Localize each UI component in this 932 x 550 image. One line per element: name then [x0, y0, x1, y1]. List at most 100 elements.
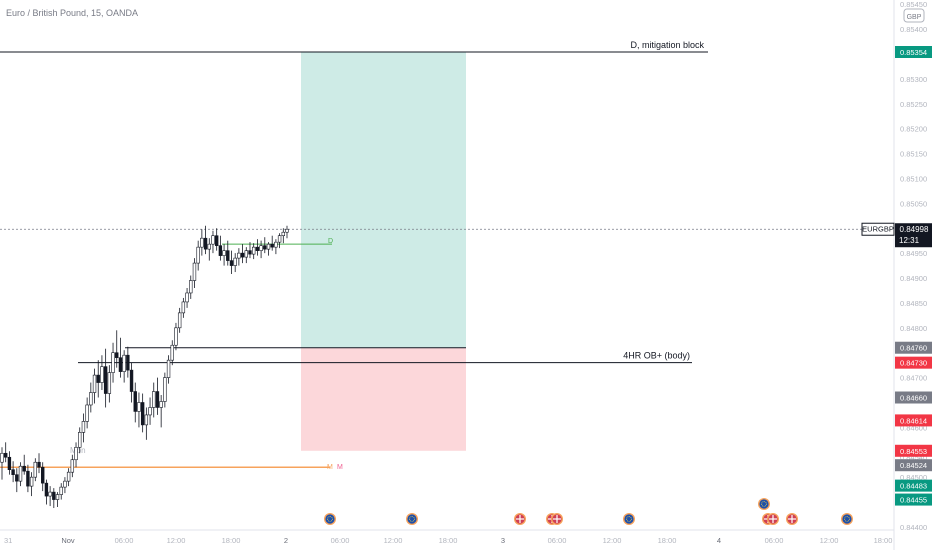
candle[interactable]	[274, 239, 278, 255]
m-marker-1: M	[327, 464, 333, 471]
candle[interactable]	[185, 287, 189, 308]
candle[interactable]	[74, 442, 78, 468]
candle[interactable]	[152, 382, 156, 418]
candle[interactable]	[81, 413, 86, 443]
candle[interactable]	[281, 228, 285, 244]
candle[interactable]	[266, 242, 271, 256]
candle[interactable]	[55, 492, 60, 508]
candle[interactable]	[100, 355, 104, 391]
eu-event-icon[interactable]	[758, 498, 770, 510]
candle[interactable]	[251, 243, 256, 260]
candle[interactable]	[203, 225, 208, 255]
candle[interactable]	[4, 442, 8, 463]
candle[interactable]	[111, 342, 115, 383]
candle[interactable]	[96, 360, 100, 398]
candle[interactable]	[137, 392, 141, 428]
candle[interactable]	[181, 297, 186, 318]
candle[interactable]	[66, 468, 71, 487]
candle[interactable]	[163, 372, 167, 408]
candles-group[interactable]	[0, 225, 289, 509]
candle[interactable]	[192, 258, 197, 288]
candle[interactable]	[26, 464, 30, 493]
candle[interactable]	[115, 330, 119, 368]
candle[interactable]	[285, 225, 289, 239]
candle[interactable]	[29, 472, 34, 497]
candle[interactable]	[207, 238, 211, 261]
candle[interactable]	[92, 368, 97, 404]
uk-event-icon[interactable]	[786, 513, 798, 525]
candle[interactable]	[41, 462, 45, 492]
candle[interactable]	[48, 486, 52, 507]
candle[interactable]	[200, 229, 204, 256]
candle[interactable]	[248, 242, 252, 259]
price-marker-badge: 0.85354	[895, 46, 932, 58]
eu-event-icon[interactable]	[841, 513, 853, 525]
candle[interactable]	[226, 240, 230, 266]
candle[interactable]	[196, 240, 200, 271]
candle[interactable]	[52, 488, 56, 509]
candle[interactable]	[133, 382, 137, 423]
candle[interactable]	[37, 453, 41, 474]
candle[interactable]	[126, 346, 130, 378]
candle[interactable]	[70, 454, 75, 478]
candle[interactable]	[118, 337, 123, 378]
eu-event-icon[interactable]	[324, 513, 336, 525]
candle[interactable]	[22, 454, 26, 475]
currency-badge[interactable]: GBP	[903, 8, 925, 23]
candle[interactable]	[103, 348, 108, 408]
y-tick-label: 0.85450	[900, 0, 927, 9]
candle[interactable]	[277, 233, 282, 249]
uk-event-icon[interactable]	[767, 513, 779, 525]
candle[interactable]	[7, 451, 12, 475]
candle[interactable]	[155, 377, 160, 415]
candle[interactable]	[159, 395, 163, 428]
candle[interactable]	[237, 248, 241, 266]
candle[interactable]	[122, 350, 126, 383]
candle[interactable]	[144, 407, 149, 440]
candle[interactable]	[229, 250, 234, 275]
candle[interactable]	[85, 397, 89, 429]
candle[interactable]	[218, 235, 223, 261]
candle[interactable]	[222, 244, 226, 266]
candle[interactable]	[140, 393, 145, 433]
time-axis[interactable]: 31 Nov 06:00 12:00 18:00 2 06:00 12:00 18:00 3 06:…	[0, 529, 894, 545]
uk-event-icon[interactable]	[551, 513, 563, 525]
price-marker-badge: 0.84614	[895, 414, 932, 427]
candle[interactable]	[233, 253, 237, 273]
candle[interactable]	[174, 322, 178, 351]
loss-zone[interactable]	[301, 347, 466, 451]
candle[interactable]	[211, 230, 215, 254]
candle[interactable]	[0, 447, 4, 480]
profit-zone[interactable]	[301, 52, 466, 348]
candle[interactable]	[177, 307, 182, 333]
candle[interactable]	[11, 461, 15, 483]
candle[interactable]	[170, 340, 174, 366]
long-position-tool[interactable]	[301, 52, 466, 451]
candle[interactable]	[259, 240, 263, 259]
candle[interactable]	[89, 382, 93, 413]
candle[interactable]	[240, 244, 245, 264]
candle[interactable]	[148, 397, 152, 425]
candle[interactable]	[15, 468, 19, 493]
uk-event-icon[interactable]	[514, 513, 526, 525]
candle[interactable]	[214, 228, 219, 251]
eu-event-icon[interactable]	[623, 513, 635, 525]
candle[interactable]	[18, 462, 23, 487]
candle[interactable]	[166, 355, 171, 384]
candle[interactable]	[59, 483, 63, 500]
candle[interactable]	[107, 365, 112, 403]
candle[interactable]	[78, 427, 82, 454]
candle[interactable]	[189, 275, 193, 299]
candle[interactable]	[44, 479, 49, 505]
candle[interactable]	[33, 458, 38, 482]
eu-event-icon[interactable]	[406, 513, 418, 525]
candle[interactable]	[129, 362, 134, 403]
candle[interactable]	[263, 237, 267, 254]
price-axis[interactable]: 0.85450 0.85400 0.85300 0.85250 0.85200 0.851…	[893, 0, 932, 550]
candle[interactable]	[244, 247, 248, 264]
candle[interactable]	[63, 477, 67, 494]
economic-events-row[interactable]	[324, 498, 853, 525]
candle[interactable]	[270, 235, 274, 251]
candle[interactable]	[255, 239, 260, 256]
